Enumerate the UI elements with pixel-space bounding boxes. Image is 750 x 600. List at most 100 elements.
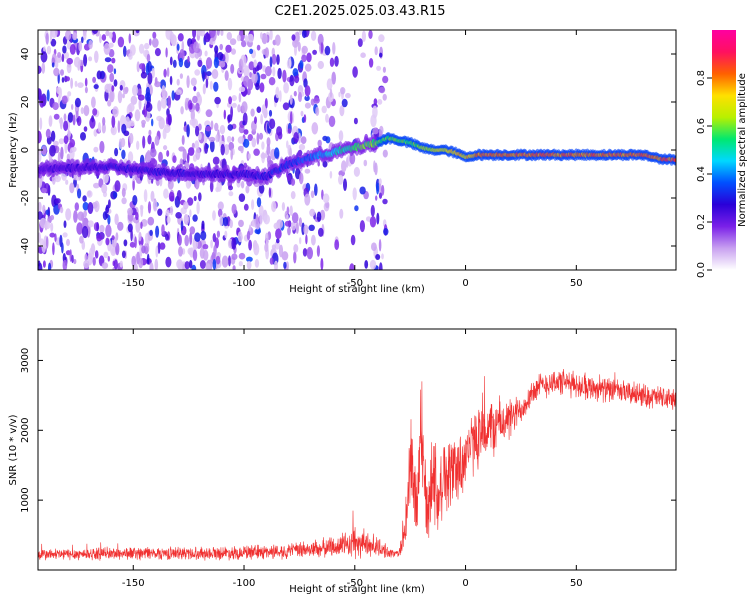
noise-blob	[121, 149, 126, 160]
noise-blob	[105, 30, 110, 37]
noise-blob	[232, 265, 236, 270]
noise-blob	[69, 147, 75, 160]
noise-blob	[163, 90, 168, 98]
noise-blob	[58, 117, 64, 125]
noise-blob	[359, 220, 365, 233]
noise-blob	[265, 232, 269, 243]
noise-blob	[228, 255, 231, 267]
noise-blob	[238, 193, 246, 202]
noise-blob	[369, 259, 377, 270]
noise-blob	[224, 144, 230, 156]
noise-blob	[219, 60, 226, 68]
noise-blob	[345, 92, 351, 99]
noise-blob	[289, 205, 293, 216]
noise-blob	[215, 134, 219, 143]
noise-blob	[60, 69, 64, 76]
noise-blob	[246, 256, 253, 262]
noise-blob	[93, 146, 99, 153]
noise-blob	[204, 142, 209, 154]
noise-blob	[123, 45, 127, 58]
noise-blob	[216, 230, 220, 238]
noise-blob	[229, 219, 233, 229]
noise-blob	[329, 88, 333, 99]
noise-blob	[109, 89, 115, 103]
noise-blob	[41, 62, 46, 74]
spectrogram-y-tick-label: -20	[20, 190, 31, 206]
noise-blob	[96, 234, 102, 242]
noise-blob	[81, 36, 84, 44]
noise-blob	[144, 42, 150, 50]
noise-blob	[378, 178, 382, 186]
noise-blob	[253, 59, 257, 68]
noise-blob	[243, 129, 249, 135]
noise-blob	[281, 251, 289, 261]
noise-blob	[310, 190, 315, 199]
noise-blob	[227, 124, 234, 131]
noise-blob	[71, 254, 74, 264]
noise-blob	[353, 166, 360, 177]
noise-blob	[231, 136, 235, 142]
noise-blob	[329, 170, 333, 179]
noise-blob	[229, 38, 237, 46]
snr-frame	[37, 328, 677, 571]
noise-blob	[268, 109, 273, 117]
noise-blob	[96, 70, 102, 80]
noise-blob	[38, 262, 43, 270]
noise-blob	[140, 221, 143, 229]
colorbar-tick-label: 0.0	[696, 262, 707, 278]
noise-blob	[271, 244, 276, 250]
spectrogram-x-label: Height of straight line (km)	[289, 284, 425, 295]
noise-blob	[192, 30, 197, 39]
noise-blob	[78, 40, 82, 52]
noise-blob	[154, 258, 159, 270]
colorbar-tick-label: 0.6	[696, 118, 707, 134]
noise-blob	[224, 70, 229, 81]
noise-blob	[105, 224, 112, 238]
noise-blob	[256, 106, 262, 113]
noise-blob	[259, 212, 263, 225]
noise-blob	[328, 115, 336, 128]
noise-blob	[226, 135, 232, 143]
noise-blob	[310, 30, 317, 41]
noise-blob	[119, 84, 123, 91]
noise-blob	[166, 216, 171, 224]
noise-blob	[272, 66, 276, 77]
noise-blob	[340, 87, 346, 95]
noise-blob	[157, 208, 163, 216]
noise-blob	[102, 211, 108, 221]
noise-blob	[62, 45, 67, 54]
noise-blob	[107, 64, 114, 73]
noise-blob	[217, 52, 224, 61]
noise-blob	[52, 102, 59, 111]
colorbar-ramp	[712, 30, 736, 270]
noise-blob	[219, 43, 223, 51]
noise-blob	[141, 245, 146, 254]
snr-x-tick-label: -50	[347, 578, 363, 589]
noise-blob	[39, 238, 44, 248]
colorbar-tick-label: 0.2	[696, 214, 707, 230]
noise-blob	[228, 96, 233, 105]
noise-blob	[189, 102, 193, 110]
noise-blob	[214, 96, 221, 105]
noise-blob	[60, 146, 64, 160]
spectrogram-ridge	[38, 132, 676, 186]
noise-blob	[375, 254, 381, 260]
noise-blob	[237, 231, 243, 243]
noise-blob	[257, 61, 263, 70]
noise-blob	[75, 110, 79, 119]
noise-blob	[224, 230, 228, 239]
noise-blob	[254, 116, 257, 124]
noise-blob	[212, 210, 216, 221]
noise-blob	[196, 201, 200, 215]
noise-blob	[321, 105, 327, 114]
noise-blob	[66, 57, 73, 65]
noise-blob	[211, 251, 215, 261]
noise-blob	[50, 214, 55, 221]
noise-blob	[178, 146, 185, 152]
noise-blob	[169, 205, 174, 216]
snr-y-tick-label: 1000	[20, 487, 31, 512]
noise-blob	[135, 220, 141, 233]
noise-blob	[208, 136, 216, 143]
noise-blob	[315, 106, 320, 116]
noise-blob	[268, 77, 276, 86]
